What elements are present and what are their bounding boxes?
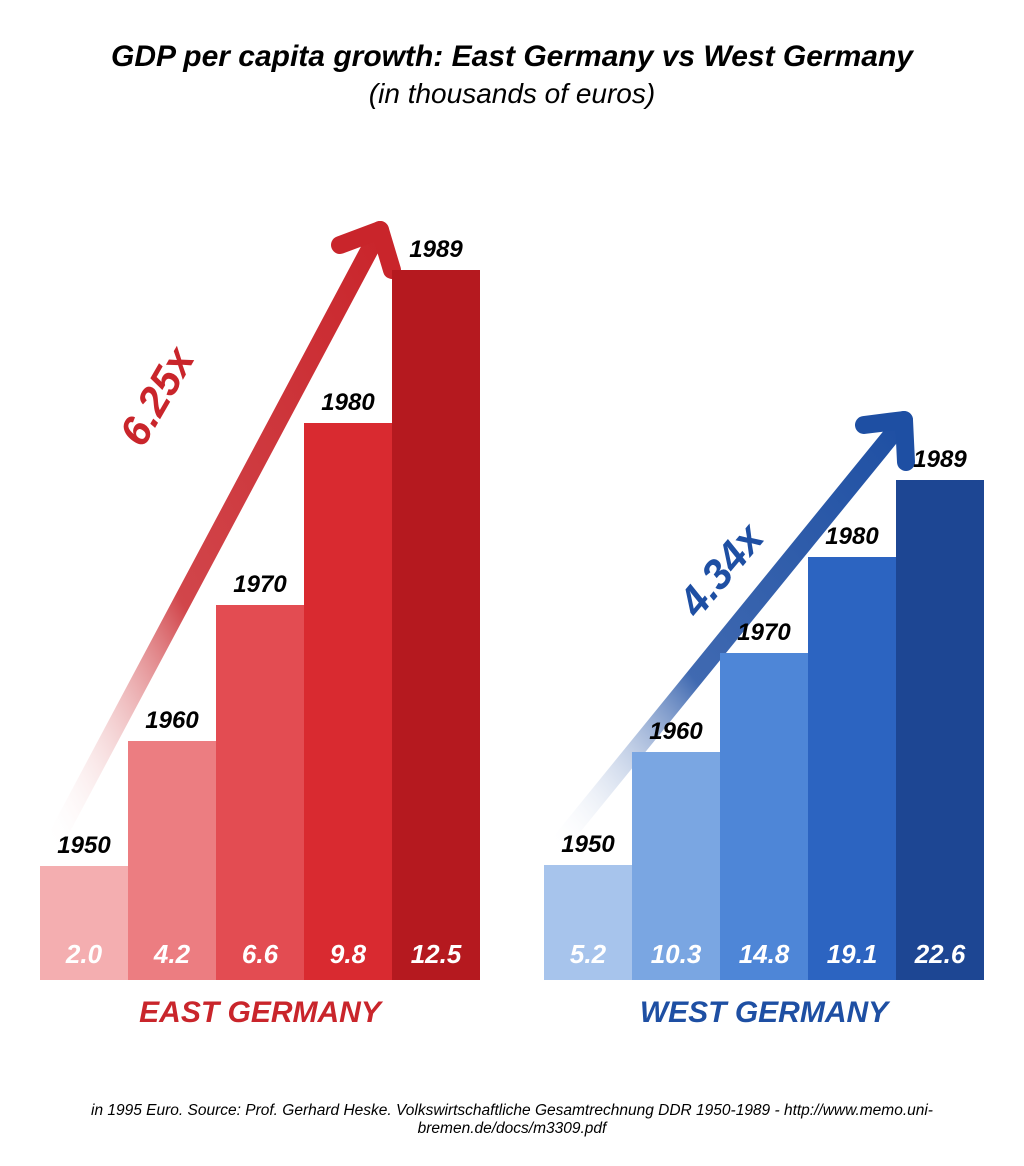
region-label-east: EAST GERMANY	[40, 996, 480, 1030]
value-label: 14.8	[720, 939, 808, 970]
bar-wrap: 19502.0	[40, 866, 128, 980]
title-block: GDP per capita growth: East Germany vs W…	[0, 0, 1024, 110]
bar-wrap: 19706.6	[216, 605, 304, 980]
chart-title: GDP per capita growth: East Germany vs W…	[0, 40, 1024, 74]
value-label: 4.2	[128, 939, 216, 970]
bar-wrap: 198922.6	[896, 480, 984, 980]
bar-wrap: 19505.2	[544, 865, 632, 980]
value-label: 12.5	[392, 939, 480, 970]
value-label: 10.3	[632, 939, 720, 970]
year-label: 1960	[632, 718, 720, 746]
bar: 198922.6	[896, 480, 984, 980]
region-label-west: WEST GERMANY	[544, 996, 984, 1030]
bar: 198912.5	[392, 270, 480, 980]
chart-subtitle: (in thousands of euros)	[0, 78, 1024, 110]
bar-wrap: 196010.3	[632, 752, 720, 980]
value-label: 5.2	[544, 939, 632, 970]
year-label: 1989	[896, 446, 984, 474]
bar: 196010.3	[632, 752, 720, 980]
year-label: 1970	[720, 619, 808, 647]
bar-wrap: 198912.5	[392, 270, 480, 980]
year-label: 1950	[544, 831, 632, 859]
bar: 197014.8	[720, 653, 808, 980]
bars-west: 19505.2196010.3197014.8198019.1198922.6	[544, 480, 984, 980]
year-label: 1950	[40, 832, 128, 860]
value-label: 19.1	[808, 939, 896, 970]
bar-wrap: 198019.1	[808, 557, 896, 980]
charts-row: 6.25x 19502.019604.219706.619809.8198912…	[0, 210, 1024, 1030]
year-label: 1980	[808, 523, 896, 551]
bar: 19604.2	[128, 741, 216, 980]
bars-east: 19502.019604.219706.619809.8198912.5	[40, 270, 480, 980]
value-label: 22.6	[896, 939, 984, 970]
value-label: 9.8	[304, 939, 392, 970]
value-label: 2.0	[40, 939, 128, 970]
chart-east: 6.25x 19502.019604.219706.619809.8198912…	[40, 210, 480, 1030]
bar: 19502.0	[40, 866, 128, 980]
bar: 19505.2	[544, 865, 632, 980]
value-label: 6.6	[216, 939, 304, 970]
year-label: 1989	[392, 236, 480, 264]
year-label: 1980	[304, 389, 392, 417]
bar: 19706.6	[216, 605, 304, 980]
bar: 19809.8	[304, 423, 392, 980]
bar: 198019.1	[808, 557, 896, 980]
bar-wrap: 19604.2	[128, 741, 216, 980]
bar-wrap: 19809.8	[304, 423, 392, 980]
bar-wrap: 197014.8	[720, 653, 808, 980]
year-label: 1960	[128, 707, 216, 735]
source-footer: in 1995 Euro. Source: Prof. Gerhard Hesk…	[0, 1102, 1024, 1138]
year-label: 1970	[216, 571, 304, 599]
chart-west: 4.34x 19505.2196010.3197014.8198019.1198…	[544, 210, 984, 1030]
